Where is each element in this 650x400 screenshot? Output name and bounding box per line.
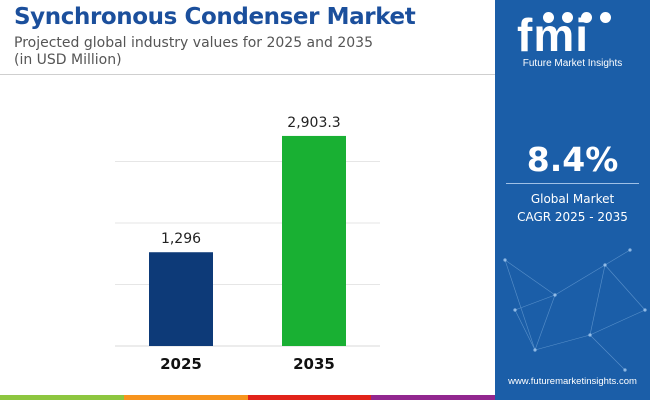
page-title: Synchronous Condenser Market [14,4,416,30]
cagr-divider [506,183,639,184]
footer-color-strip [0,395,495,400]
cagr-label: Global Market CAGR 2025 - 2035 [495,190,650,226]
brand-name: Future Market Insights [522,58,623,69]
chart-subtitle: Projected global industry values for 202… [14,35,373,69]
bar-2025 [149,252,213,346]
subtitle-line-2: (in USD Million) [14,52,122,68]
data-label-2035: 2,903.3 [287,115,340,131]
cagr-value: 8.4% [526,140,619,179]
fmi-logo: fmi [517,9,589,61]
header-divider [0,74,495,75]
logo-icon-dots [543,8,633,23]
cagr-label-line-1: Global Market [530,192,615,206]
sidebar-panel: fmi Future Market Insights 8.4% Global M… [495,0,650,400]
x-tick-label-2035: 2035 [293,355,335,373]
data-label-2025: 1,296 [161,231,201,247]
x-tick-label-2025: 2025 [160,355,202,373]
website-link[interactable]: www.futuremarketinsights.com [508,376,637,387]
network-pattern-decoration [503,248,647,372]
bar-chart: 1,296 2025 2,903.3 2035 [115,115,380,373]
subtitle-line-1: Projected global industry values for 202… [14,35,373,51]
bar-2035 [282,135,346,346]
cagr-label-line-2: CAGR 2025 - 2035 [517,210,628,224]
